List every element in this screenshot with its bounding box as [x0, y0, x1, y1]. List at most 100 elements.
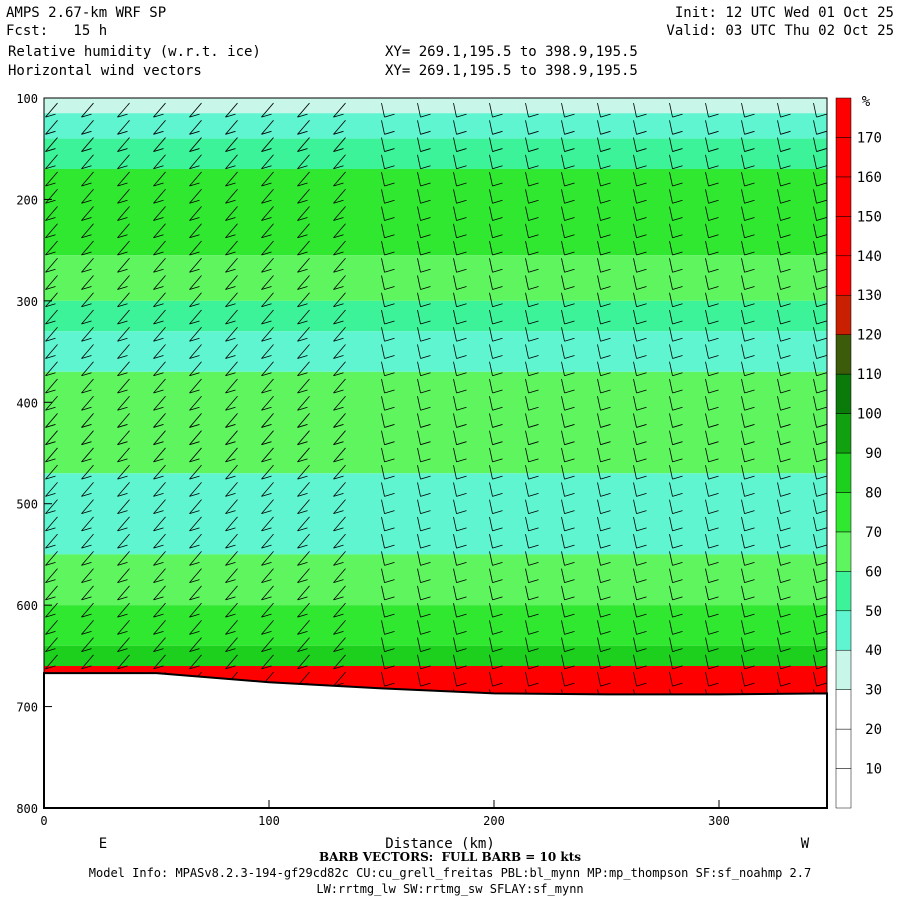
wind-barb-455 — [525, 102, 529, 118]
wind-barb-568 — [633, 240, 637, 256]
wind-barb-122 — [153, 395, 166, 411]
wind-barb-716 — [777, 378, 781, 394]
wind-barb-flag-675 — [744, 268, 755, 273]
colorbar-label-110: 110 — [857, 367, 882, 383]
wind-barb-485 — [525, 620, 529, 635]
wind-barb-242 — [261, 654, 274, 670]
wind-barb-flag-159 — [189, 424, 200, 428]
wind-barb-flag-362 — [420, 303, 431, 308]
wind-barb-flag-212 — [261, 130, 272, 135]
colorbar-swatch-0 — [835, 768, 852, 809]
wind-barb-flag-414 — [456, 596, 467, 601]
wind-barb-flag-340 — [384, 527, 395, 532]
wind-barb-flag-125 — [153, 441, 164, 446]
wind-barb-44 — [81, 257, 94, 273]
wind-barb-flag-615 — [672, 441, 683, 446]
wind-barb-199 — [225, 516, 238, 532]
wind-barb-369 — [417, 430, 421, 445]
wind-barb-101 — [117, 637, 130, 652]
wind-barb-flag-155 — [189, 355, 200, 359]
wind-barb-389 — [453, 171, 457, 187]
wind-barb-flag-624 — [672, 596, 683, 601]
wind-barb-flag-584 — [636, 510, 647, 515]
wind-barb-686 — [741, 465, 745, 480]
wind-barb-flag-486 — [528, 630, 539, 635]
wind-barb-283 — [333, 154, 346, 170]
wind-barb-flag-231 — [261, 458, 272, 463]
wind-barb-flag-601 — [672, 199, 683, 204]
wind-barb-flag-292 — [333, 303, 344, 308]
wind-barb-385 — [453, 102, 457, 118]
model-info: Model Info: MPASv8.2.3-194-gf29cd82c CU:… — [88, 866, 812, 880]
colorbar-swatch-17 — [835, 97, 852, 138]
y-tick-label-400: 400 — [16, 396, 38, 410]
wind-barb-90 — [117, 447, 130, 463]
wind-barb-180 — [225, 189, 238, 204]
wind-barb-flag-84 — [117, 337, 128, 342]
wind-barb-flag-712 — [780, 303, 791, 308]
wind-barb-395 — [453, 275, 457, 290]
wind-barb-flag-629 — [672, 682, 683, 687]
wind-barb-757 — [813, 482, 817, 497]
wind-barb-643 — [705, 327, 709, 342]
wind-barb-flag-590 — [636, 613, 647, 618]
wind-barb-flag-607 — [672, 303, 683, 308]
wind-barb-flag-736 — [816, 113, 827, 118]
wind-barb-flag-482 — [528, 562, 539, 566]
wind-barb-320 — [381, 189, 385, 204]
wind-barb-flag-499 — [564, 251, 575, 256]
wind-barb-295 — [333, 361, 346, 376]
wind-barb-8 — [45, 240, 58, 256]
colorbar-label-40: 40 — [865, 643, 882, 659]
wind-barb-flag-388 — [456, 148, 467, 152]
wind-barb-290 — [333, 275, 346, 290]
wind-barb-flag-56 — [81, 458, 92, 463]
wind-barb-491 — [561, 120, 565, 135]
wind-barb-402 — [453, 396, 457, 411]
wind-barb-430 — [489, 275, 493, 290]
rh-layer-5 — [44, 300, 827, 332]
wind-barb-flag-116 — [153, 286, 164, 290]
wind-barb-575 — [633, 361, 637, 376]
wind-barb-flag-203 — [225, 579, 236, 584]
wind-barb-flag-737 — [816, 130, 827, 135]
wind-barb-303 — [333, 499, 346, 514]
wind-barb-flag-566 — [636, 199, 647, 204]
wind-barb-flag-196 — [225, 458, 236, 463]
wind-barb-119 — [153, 344, 166, 359]
wind-barb-221 — [261, 292, 274, 308]
wind-barb-625 — [669, 620, 673, 635]
wind-barb-flag-316 — [384, 113, 395, 118]
wind-barb-493 — [561, 154, 565, 169]
wind-barb-flag-564 — [636, 165, 647, 170]
wind-barb-42 — [81, 223, 94, 239]
wind-barb-157 — [189, 395, 202, 411]
wind-barb-flag-518 — [564, 579, 575, 584]
wind-barb-flag-66 — [81, 630, 92, 635]
wind-barb-250 — [297, 189, 310, 204]
wind-barb-flag-652 — [708, 475, 719, 480]
wind-barb-flag-758 — [816, 493, 827, 497]
wind-barb-flag-474 — [528, 424, 539, 428]
wind-barb-flag-684 — [744, 424, 755, 428]
wind-barb-flag-251 — [297, 199, 308, 204]
wind-barb-211 — [261, 120, 274, 135]
wind-barb-206 — [225, 637, 238, 652]
wind-barb-flag-167 — [189, 562, 200, 566]
wind-barb-flag-347 — [384, 648, 395, 652]
wind-barb-flag-466 — [528, 286, 539, 290]
wind-barb-flag-86 — [117, 372, 128, 377]
wind-barb-132 — [153, 568, 166, 583]
wind-barb-55 — [81, 447, 94, 463]
wind-barb-flag-214 — [261, 165, 272, 170]
wind-barb-flag-519 — [564, 596, 575, 601]
wind-barb-647 — [705, 396, 709, 411]
wind-barb-276 — [297, 637, 310, 652]
wind-barb-317 — [381, 137, 385, 152]
wind-barb-flag-709 — [780, 251, 791, 256]
wind-barb-flag-479 — [528, 510, 539, 515]
wind-barb-flag-505 — [564, 355, 575, 359]
wind-barb-337 — [381, 482, 385, 497]
colorbar-swatch-1 — [835, 728, 852, 769]
wind-barb-606 — [669, 292, 673, 307]
